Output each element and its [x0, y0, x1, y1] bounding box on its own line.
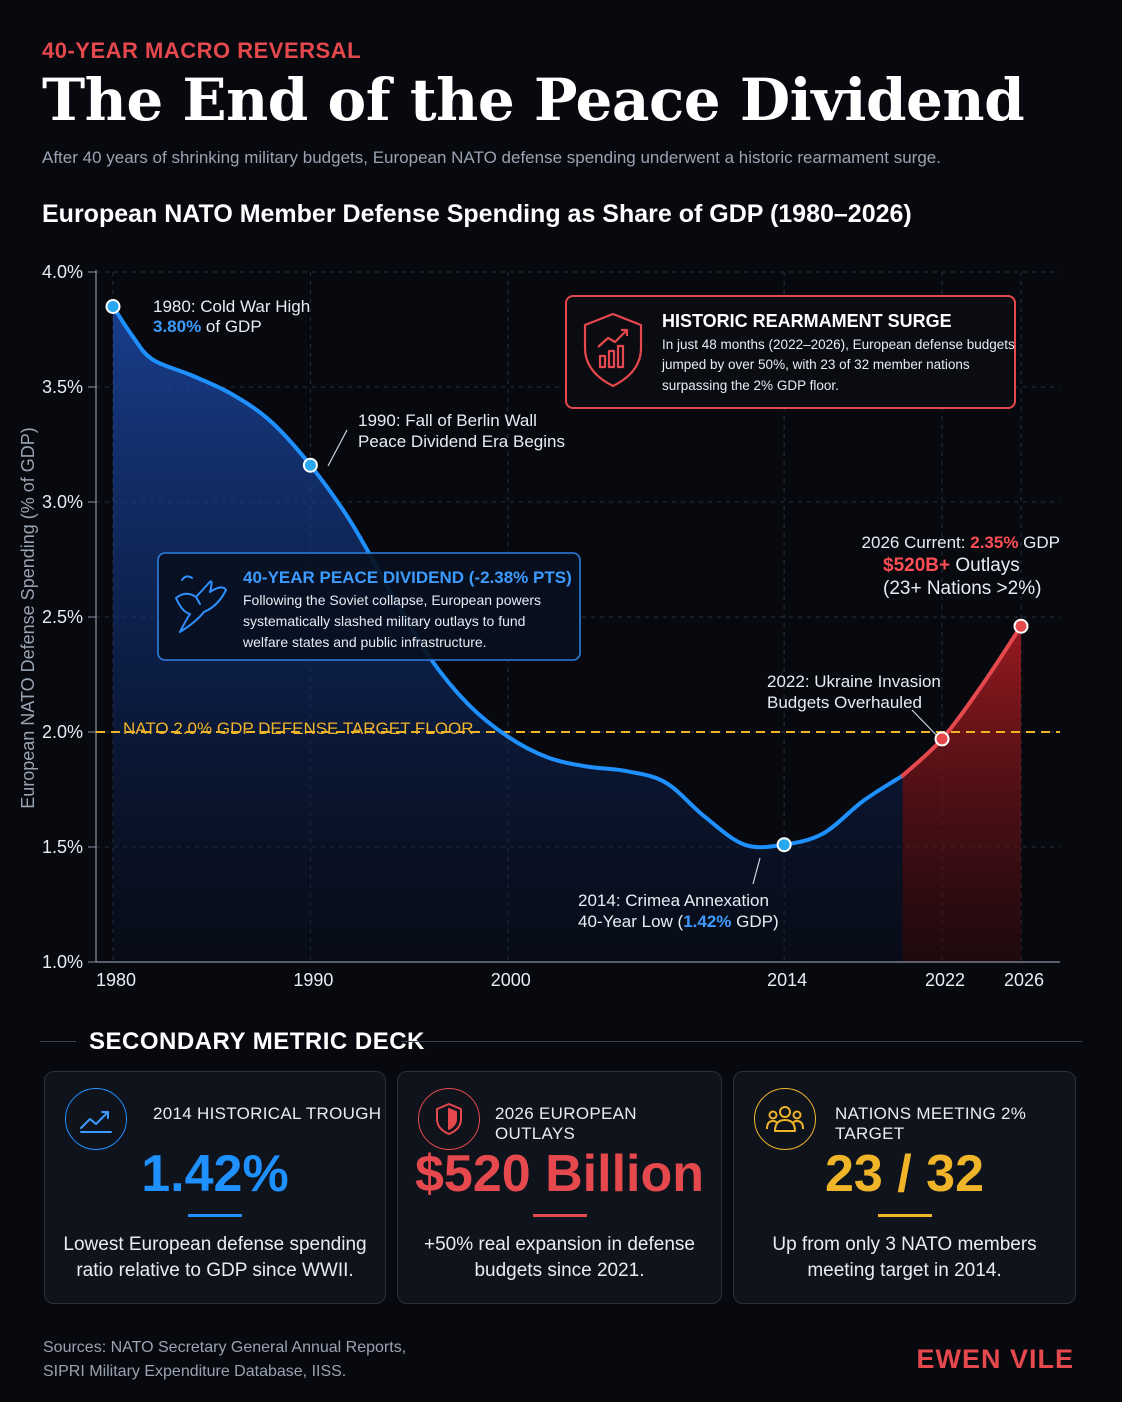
trend-chart-icon	[65, 1088, 127, 1150]
series-line-1	[900, 624, 1023, 778]
peace-callout-text-3: welfare states and public infrastructure…	[242, 634, 487, 650]
target-reference-label: NATO 2.0% GDP DEFENSE TARGET FLOOR	[123, 719, 473, 738]
metric-card-nations-value: 23 / 32	[824, 1145, 985, 1203]
tick-labels: 4.0% 3.5% 3.0% 2.5% 2.0% 1.5% 1.0% 1980 1990 2000…	[42, 262, 1044, 990]
deck-divider-left	[40, 1041, 76, 1042]
annotation-1980-suffix: of GDP	[201, 317, 261, 336]
metric-card-trough-desc: Lowest European defense spending ratio re…	[45, 1232, 385, 1284]
annotation-1980-value-line: 3.80% of GDP	[153, 317, 262, 336]
metric-card-trough: 2014 HISTORICAL TROUGH 1.42% Lowest Euro…	[44, 1071, 386, 1304]
page-subtitle: After 40 years of shrinking military bud…	[42, 148, 941, 167]
x-tick-label: 2014	[767, 970, 807, 990]
metric-card-outlays-value: $520 Billion	[415, 1145, 704, 1203]
metric-card-outlays-accent	[532, 1214, 587, 1217]
sources-line-2: SIPRI Military Expenditure Database, IIS…	[43, 1363, 347, 1380]
metric-card-nations-desc-2: meeting target in 2014.	[807, 1260, 1002, 1281]
y-tick-label: 3.0%	[42, 492, 83, 512]
annotation-2026-line2: $520B+ Outlays	[883, 555, 1020, 576]
peace-callout-text-1: Following the Soviet collapse, European …	[243, 592, 541, 608]
y-tick-label: 1.5%	[42, 837, 83, 857]
defense-spending-chart: NATO 2.0% GDP DEFENSE TARGET FLOOR 4.0% 3…	[18, 262, 1060, 990]
highlight-point	[934, 731, 950, 747]
deck-title: SECONDARY METRIC DECK	[89, 1028, 425, 1055]
y-tick-label: 1.0%	[42, 952, 83, 972]
peace-callout: 40-YEAR PEACE DIVIDEND (-2.38% PTS) Foll…	[157, 552, 581, 661]
dove-icon	[175, 575, 227, 633]
deck-header: SECONDARY METRIC DECK	[40, 1025, 1082, 1059]
metric-card-trough-label: 2014 HISTORICAL TROUGH	[153, 1104, 382, 1123]
sources-line-1: Sources: NATO Secretary General Annual R…	[43, 1339, 407, 1356]
brand-logo: EWEN VILE	[916, 1344, 1074, 1374]
metric-card-trough-value: 1.42%	[141, 1145, 289, 1203]
y-tick-label: 2.0%	[42, 722, 83, 742]
annotations: 1980: Cold War High 3.80% of GDP 1990: F…	[153, 297, 1060, 931]
surge-callout-text-2: jumped by over 50%, with 23 of 32 member…	[661, 357, 970, 372]
surge-callout-text-1: In just 48 months (2022–2026), European …	[662, 337, 1015, 352]
y-tick-label: 4.0%	[42, 262, 83, 282]
annotation-2014-value: 1.42%	[683, 912, 731, 931]
highlight-point	[1013, 618, 1029, 634]
series-line-0	[111, 304, 905, 850]
highlight-points	[105, 299, 1029, 853]
x-tick-label: 1980	[96, 970, 136, 990]
metric-card-outlays-label: 2026 EUROPEAN OUTLAYS	[495, 1104, 637, 1143]
peace-callout-title: 40-YEAR PEACE DIVIDEND (-2.38% PTS)	[243, 568, 572, 587]
highlight-point	[105, 299, 121, 314]
annotation-2022-line2: Budgets Overhauled	[767, 693, 922, 712]
annotation-2022-line1: 2022: Ukraine Invasion	[767, 672, 941, 691]
metric-card-outlays-desc: +50% real expansion in defense budgets si…	[398, 1232, 721, 1284]
shield-chart-icon	[583, 312, 643, 388]
sources: Sources: NATO Secretary General Annual R…	[43, 1336, 406, 1384]
annotation-2026-value: 2.35%	[970, 533, 1018, 552]
page-title: The End of the Peace Dividend	[42, 66, 1025, 134]
surge-callout-text-3: surpassing the 2% GDP floor.	[662, 378, 839, 393]
annotation-2026-suffix: GDP	[1018, 533, 1060, 552]
metric-card-nations-desc-1: Up from only 3 NATO members	[772, 1234, 1037, 1255]
metric-card-nations: NATIONS MEETING 2% TARGET 23 / 32 Up fro…	[733, 1071, 1076, 1304]
annotation-2026-prefix: 2026 Current:	[862, 533, 971, 552]
annotation-2014-suffix: GDP)	[731, 912, 778, 931]
metric-card-trough-accent	[188, 1214, 242, 1217]
deck-divider-right	[401, 1041, 1082, 1042]
x-tick-label: 2000	[491, 970, 531, 990]
annotation-2026-outlay-suffix: Outlays	[950, 555, 1020, 576]
metric-card-nations-accent	[877, 1214, 932, 1217]
surge-callout: HISTORIC REARMAMENT SURGE In just 48 mon…	[565, 295, 1016, 409]
annotation-2026-line1: 2026 Current: 2.35% GDP	[862, 533, 1060, 552]
metric-card-outlays: 2026 EUROPEAN OUTLAYS $520 Billion +50% …	[397, 1071, 722, 1304]
people-icon	[754, 1088, 816, 1150]
annotation-1980-label: 1980: Cold War High	[153, 297, 310, 316]
y-tick-label: 2.5%	[42, 607, 83, 627]
highlight-point	[776, 837, 792, 853]
x-tick-label: 1990	[293, 970, 333, 990]
annotation-2026-outlay-value: $520B+	[883, 555, 950, 576]
annotation-1990-line2: Peace Dividend Era Begins	[358, 432, 565, 451]
series-lines	[111, 304, 1023, 850]
x-tick-label: 2022	[925, 970, 965, 990]
surge-callout-title: HISTORIC REARMAMENT SURGE	[662, 311, 952, 331]
metric-card-outlays-desc-2: budgets since 2021.	[474, 1260, 645, 1281]
metric-card-nations-desc: Up from only 3 NATO members meeting targe…	[734, 1232, 1075, 1284]
y-tick-label: 3.5%	[42, 377, 83, 397]
annotation-1990-line1: 1990: Fall of Berlin Wall	[358, 411, 537, 430]
annotation-2014-line2: 40-Year Low (1.42% GDP)	[578, 912, 779, 931]
y-axis-label: European NATO Defense Spending (% of GDP…	[18, 427, 38, 809]
metric-card-nations-label: NATIONS MEETING 2% TARGET	[835, 1104, 1027, 1143]
peace-callout-text-2: systematically slashed military outlays …	[243, 613, 525, 629]
annotation-1980-value: 3.80%	[153, 317, 201, 336]
annotation-2014-prefix: 40-Year Low (	[578, 912, 684, 931]
highlight-point	[302, 457, 318, 473]
shield-icon	[418, 1088, 480, 1150]
metric-card-trough-desc-1: Lowest European defense spending	[63, 1234, 367, 1255]
x-tick-label: 2026	[1004, 970, 1044, 990]
axes	[88, 270, 1060, 963]
kicker: 40-YEAR MACRO REVERSAL	[42, 38, 362, 63]
metric-card-trough-desc-2: ratio relative to GDP since WWII.	[76, 1260, 354, 1281]
annotation-2014-line1: 2014: Crimea Annexation	[578, 891, 769, 910]
annotation-2026-line3: (23+ Nations >2%)	[883, 578, 1041, 599]
chart-title: European NATO Member Defense Spending as…	[42, 200, 912, 228]
metric-card-outlays-desc-1: +50% real expansion in defense	[424, 1234, 695, 1255]
series-area-1	[902, 626, 1021, 962]
